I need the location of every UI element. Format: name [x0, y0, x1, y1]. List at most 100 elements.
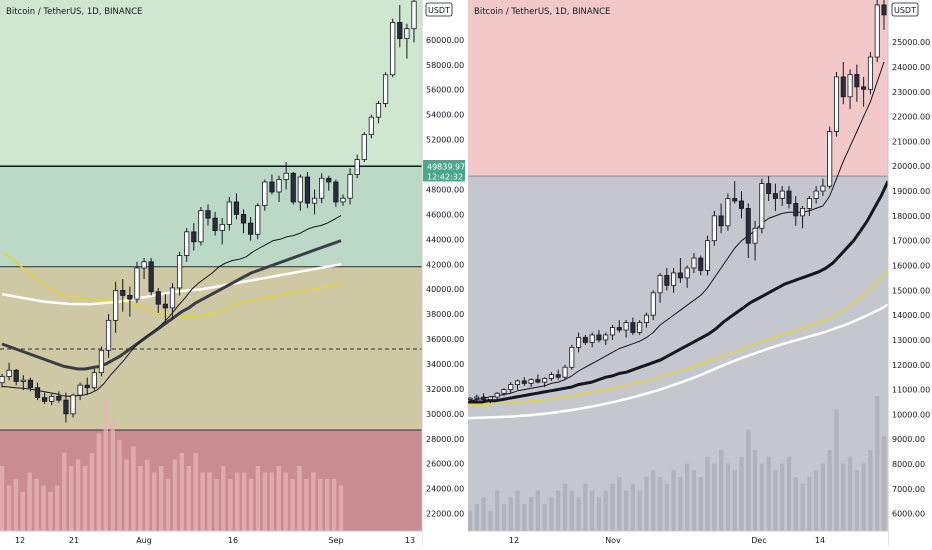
candle-up[interactable] [411, 0, 417, 30]
candle-up[interactable] [820, 185, 826, 192]
candle-down[interactable] [84, 384, 90, 389]
candle-down[interactable] [881, 4, 887, 16]
candle-up[interactable] [49, 395, 55, 402]
candle-up[interactable] [390, 22, 396, 76]
candle-up[interactable] [0, 376, 5, 384]
candle-up[interactable] [711, 215, 717, 242]
currency-badge[interactable] [425, 2, 453, 17]
candle-up[interactable] [319, 177, 325, 199]
candle-down[interactable] [212, 217, 218, 231]
candle-up[interactable] [494, 392, 500, 398]
candle-down[interactable] [42, 397, 48, 402]
candle-down[interactable] [233, 201, 240, 215]
candle-up[interactable] [70, 394, 76, 415]
candle-up[interactable] [603, 334, 609, 341]
candle-up[interactable] [347, 174, 353, 199]
candle-down[interactable] [664, 275, 670, 286]
candle-down[interactable] [718, 215, 724, 227]
candle-down[interactable] [27, 379, 34, 389]
currency-badge[interactable] [891, 2, 919, 17]
candle-up[interactable] [610, 327, 616, 336]
candle-down[interactable] [127, 295, 133, 300]
candle-up[interactable] [169, 287, 176, 309]
candle-down[interactable] [772, 193, 778, 199]
candle-down[interactable] [786, 190, 792, 204]
candle-up[interactable] [752, 227, 758, 244]
candle-up[interactable] [98, 349, 105, 374]
candle-down[interactable] [521, 380, 527, 384]
candle-up[interactable] [354, 159, 360, 175]
candle-up[interactable] [800, 208, 806, 217]
candle-up[interactable] [542, 377, 548, 383]
candle-up[interactable] [643, 314, 649, 323]
candle-down[interactable] [155, 291, 161, 305]
candle-up[interactable] [671, 272, 677, 286]
candle-up[interactable] [508, 384, 514, 390]
candle-up[interactable] [589, 334, 595, 343]
candle-up[interactable] [650, 292, 656, 316]
candle-up[interactable] [276, 179, 282, 193]
candle-down[interactable] [738, 200, 744, 209]
candle-down[interactable] [766, 183, 772, 194]
candle-down[interactable] [326, 177, 332, 183]
candle-down[interactable] [56, 395, 62, 401]
candle-down[interactable] [191, 231, 197, 243]
candle-down[interactable] [698, 257, 704, 271]
right-chart-panel[interactable]: 6000.00 7000.00 8000.00 9000.00 10000.00 1100… [467, 0, 932, 550]
candle-up[interactable] [226, 201, 232, 225]
candle-up[interactable] [361, 134, 367, 160]
candle-up[interactable] [833, 76, 839, 132]
candle-up[interactable] [759, 183, 765, 229]
candle-down[interactable] [13, 369, 19, 382]
candle-down[interactable] [861, 86, 867, 90]
candle-up[interactable] [255, 205, 261, 235]
candle-up[interactable] [576, 337, 582, 348]
candle-up[interactable] [198, 210, 204, 243]
candle-down[interactable] [745, 208, 751, 244]
candle-down[interactable] [555, 374, 561, 378]
candle-up[interactable] [340, 197, 346, 203]
candle-up[interactable] [368, 116, 374, 136]
candle-up[interactable] [657, 275, 663, 294]
candle-up[interactable] [528, 379, 534, 384]
candle-up[interactable] [77, 384, 83, 396]
candle-up[interactable] [467, 397, 473, 400]
candle-up[interactable] [382, 74, 389, 104]
candle-down[interactable] [732, 198, 738, 202]
candle-down[interactable] [677, 272, 683, 279]
candle-up[interactable] [283, 172, 289, 180]
candle-up[interactable] [184, 231, 190, 256]
candle-down[interactable] [162, 303, 168, 309]
candle-up[interactable] [91, 372, 97, 389]
candle-up[interactable] [705, 240, 711, 271]
candle-up[interactable] [134, 267, 140, 300]
candle-up[interactable] [562, 366, 568, 378]
candle-up[interactable] [219, 223, 225, 231]
candle-down[interactable] [240, 213, 247, 224]
candle-up[interactable] [623, 322, 629, 331]
candle-up[interactable] [779, 190, 785, 199]
candle-up[interactable] [725, 198, 731, 227]
candle-up[interactable] [813, 190, 819, 199]
candle-up[interactable] [262, 181, 268, 207]
candle-up[interactable] [474, 396, 480, 399]
candle-up[interactable] [691, 257, 697, 269]
candle-down[interactable] [333, 181, 339, 203]
candle-up[interactable] [375, 103, 382, 118]
candle-down[interactable] [630, 322, 636, 333]
candle-up[interactable] [501, 389, 507, 394]
candle-up[interactable] [867, 56, 873, 90]
candle-up[interactable] [806, 198, 812, 209]
candle-down[interactable] [397, 22, 403, 40]
candle-up[interactable] [827, 131, 833, 187]
candle-up[interactable] [569, 346, 575, 368]
candle-up[interactable] [548, 374, 554, 379]
candle-down[interactable] [205, 210, 211, 219]
candle-up[interactable] [515, 380, 521, 386]
candle-up[interactable] [847, 74, 853, 98]
candle-up[interactable] [874, 4, 880, 58]
candle-up[interactable] [20, 379, 26, 382]
candle-up[interactable] [176, 255, 183, 289]
candle-down[interactable] [481, 396, 487, 400]
candle-up[interactable] [637, 322, 643, 333]
